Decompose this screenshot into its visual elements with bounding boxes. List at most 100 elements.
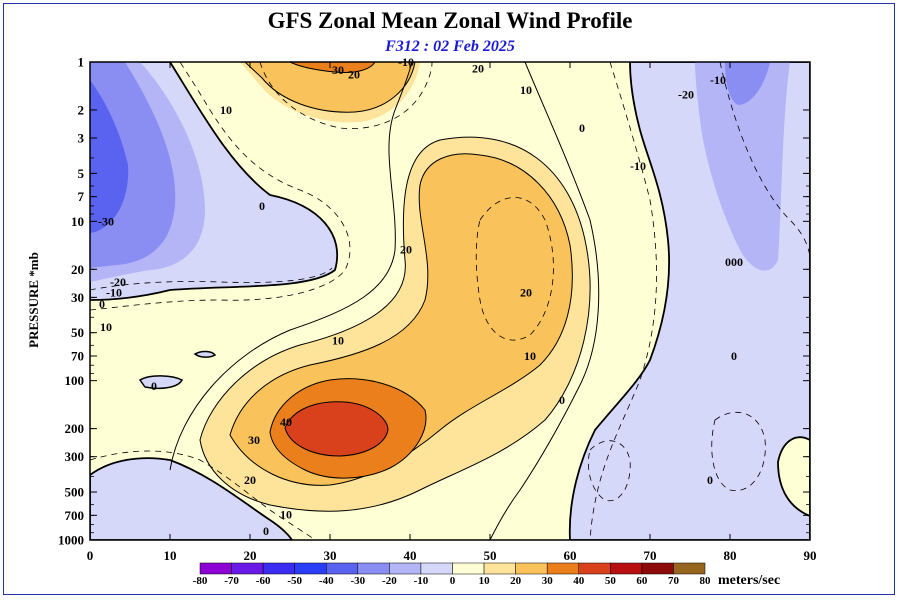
contour-label: -10 bbox=[630, 159, 646, 173]
colorbar-label: 10 bbox=[479, 575, 491, 587]
x-tick-label: 80 bbox=[724, 548, 737, 563]
chart-title: GFS Zonal Mean Zonal Wind Profile bbox=[268, 8, 633, 33]
colorbar-swatch bbox=[420, 562, 453, 575]
y-tick-label: 50 bbox=[71, 325, 84, 340]
x-tick-label: 90 bbox=[804, 548, 817, 563]
colorbar-label: -30 bbox=[350, 575, 365, 587]
colorbar-label: -10 bbox=[414, 575, 429, 587]
fill-positive-south-east bbox=[777, 436, 810, 517]
contour-label: -30 bbox=[98, 214, 114, 228]
y-tick-label: 300 bbox=[65, 449, 85, 464]
solid-contour-east-10 bbox=[489, 62, 600, 540]
colorbar-swatch bbox=[515, 562, 548, 575]
fill-negative-island-2 bbox=[193, 350, 217, 358]
colorbar-label: -50 bbox=[287, 575, 302, 587]
contour-label: 30 bbox=[248, 433, 260, 447]
fill-40-50-jet bbox=[284, 401, 389, 457]
x-tick-label: 30 bbox=[324, 548, 337, 563]
colorbar-swatch bbox=[673, 562, 706, 575]
contour-label: 0 bbox=[151, 379, 157, 393]
contour-label: 0 bbox=[731, 349, 737, 363]
colorbar-swatch bbox=[231, 562, 264, 575]
contour-label: -20 bbox=[110, 275, 126, 289]
dashed-contour-lower-west bbox=[90, 450, 316, 540]
colorbar-label: -60 bbox=[256, 575, 271, 587]
contour-label: 20 bbox=[520, 286, 532, 300]
fill-20-30-top bbox=[244, 62, 416, 113]
colorbar-label: 50 bbox=[605, 575, 617, 587]
contour-label: 20 bbox=[244, 473, 256, 487]
fill-negative-east-20 bbox=[725, 62, 770, 105]
colorbar-swatch bbox=[546, 562, 579, 575]
y-tick-label: 1 bbox=[78, 55, 85, 70]
y-tick-label: 30 bbox=[71, 290, 84, 305]
contour-label: 0 bbox=[263, 524, 269, 538]
colorbar-swatch bbox=[610, 562, 643, 575]
solid-contours bbox=[169, 62, 600, 540]
dashed-contour-west-neg bbox=[90, 267, 333, 291]
y-tick-label: 5 bbox=[78, 166, 85, 181]
x-tick-label: 60 bbox=[564, 548, 577, 563]
y-tick-label: 7 bbox=[78, 189, 85, 204]
x-axis: 0 10 20 30 40 50 60 70 80 90 bbox=[87, 62, 817, 563]
figure-frame bbox=[3, 3, 895, 595]
colorbar-swatch bbox=[262, 562, 295, 575]
colorbar-label: 0 bbox=[450, 575, 456, 587]
y-tick-label: 10 bbox=[71, 214, 84, 229]
y-tick-label: 500 bbox=[65, 485, 85, 500]
contour-label: -10 bbox=[710, 73, 726, 87]
contour-label: 10 bbox=[280, 507, 292, 521]
contour-label: 10 bbox=[524, 349, 536, 363]
x-tick-label: 20 bbox=[244, 548, 257, 563]
fill-30-40-top bbox=[289, 62, 376, 73]
contour-label: 20 bbox=[400, 242, 412, 256]
dashed-contour-eastern-neg bbox=[589, 62, 657, 540]
colorbar-swatch bbox=[294, 562, 327, 575]
contour-label: 10 bbox=[332, 334, 344, 348]
y-tick-label: 20 bbox=[71, 262, 84, 277]
y-tick-label: 100 bbox=[65, 373, 85, 388]
x-tick-label: 70 bbox=[644, 548, 657, 563]
colorbar-label: -70 bbox=[224, 575, 239, 587]
contour-label: 20 bbox=[472, 62, 484, 76]
colorbar-label: 40 bbox=[573, 575, 585, 587]
colorbar-swatch bbox=[199, 562, 232, 575]
y-tick-label: 70 bbox=[71, 348, 84, 363]
colorbar-label: -20 bbox=[382, 575, 397, 587]
x-tick-label: 40 bbox=[404, 548, 417, 563]
contour-fill-layer bbox=[90, 62, 810, 540]
colorbar-swatch bbox=[357, 562, 390, 575]
plot-frame bbox=[89, 61, 811, 541]
contour-label: 40 bbox=[280, 415, 292, 429]
dashed-contour-jet-core bbox=[475, 197, 554, 341]
contour-label: 10 bbox=[220, 103, 232, 117]
dashed-contour-mid bbox=[719, 62, 810, 261]
fill-negative-east-10 bbox=[695, 62, 790, 271]
contour-label: 0 bbox=[707, 473, 713, 487]
x-tick-label: 0 bbox=[87, 548, 94, 563]
contour-label: -20 bbox=[678, 88, 694, 102]
colorbar-label: -40 bbox=[319, 575, 334, 587]
dashed-contour-upper-jet bbox=[259, 62, 433, 129]
contour-label: 0 bbox=[99, 297, 105, 311]
dashed-contours bbox=[90, 62, 810, 540]
contour-label: 30 bbox=[332, 63, 344, 77]
dashed-contour-east-loop bbox=[711, 411, 766, 492]
contour-label: 0 bbox=[579, 121, 585, 135]
colorbar-swatch bbox=[389, 562, 422, 575]
fill-negative-lower bbox=[90, 457, 294, 540]
contour-label: 10 bbox=[100, 320, 112, 334]
colorbar-label: 80 bbox=[700, 575, 712, 587]
chart-subtitle: F312 : 02 Feb 2025 bbox=[384, 38, 515, 55]
contour-label: 0 bbox=[559, 393, 565, 407]
solid-contour-jet-outer bbox=[169, 62, 413, 471]
contour-label: 10 bbox=[520, 83, 532, 97]
dashed-contour-low-island bbox=[588, 440, 631, 502]
contour-label: -10 bbox=[106, 286, 122, 300]
colorbar-label: -80 bbox=[193, 575, 208, 587]
colorbar-swatch bbox=[452, 562, 485, 575]
y-tick-label: 1000 bbox=[58, 533, 84, 548]
